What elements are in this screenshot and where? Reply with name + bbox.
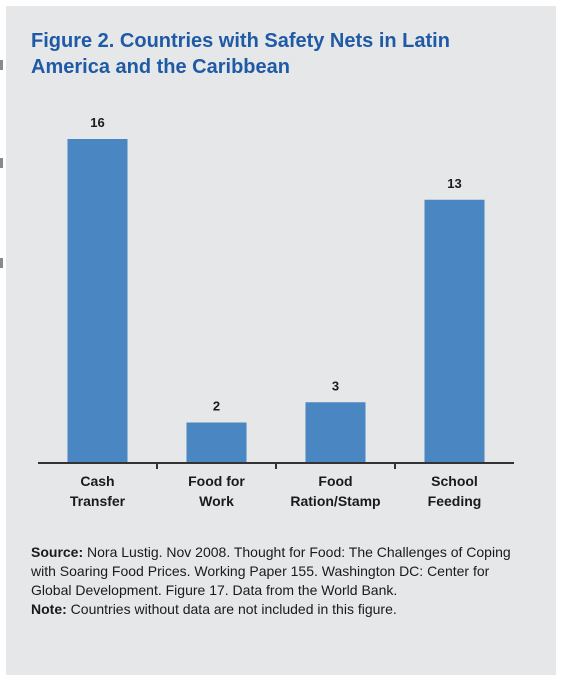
margin-mark (0, 258, 3, 268)
bar-chart: 16 Cash Transfer 2 Food for Work 3 Food Ration/S… (38, 115, 514, 509)
bar (186, 422, 247, 463)
source-label: Source: (31, 544, 84, 560)
x-tick-label: Food for (188, 473, 245, 489)
figure-footnote: Source: Nora Lustig. Nov 2008. Thought f… (31, 543, 531, 619)
bar (67, 139, 128, 463)
x-tick-label: Food (318, 473, 352, 489)
data-label: 3 (332, 378, 339, 393)
note-label: Note: (31, 601, 67, 617)
data-label: 16 (90, 115, 104, 130)
x-tick-label: Feeding (428, 493, 482, 509)
bar (424, 199, 485, 463)
x-tick-label: School (431, 473, 478, 489)
margin-mark (0, 60, 3, 70)
margin-mark (0, 158, 3, 168)
x-tick-label: Ration/Stamp (290, 493, 380, 509)
x-tick-label: Work (199, 493, 234, 509)
source-text: Nora Lustig. Nov 2008. Thought for Food:… (31, 544, 511, 598)
x-tick-label: Transfer (70, 493, 126, 509)
data-label: 13 (447, 176, 461, 191)
figure-title: Figure 2. Countries with Safety Nets in … (31, 30, 450, 78)
note-text: Countries without data are not included … (66, 601, 397, 617)
data-label: 2 (213, 399, 220, 414)
bar (305, 402, 366, 463)
x-tick-label: Cash (80, 473, 114, 489)
